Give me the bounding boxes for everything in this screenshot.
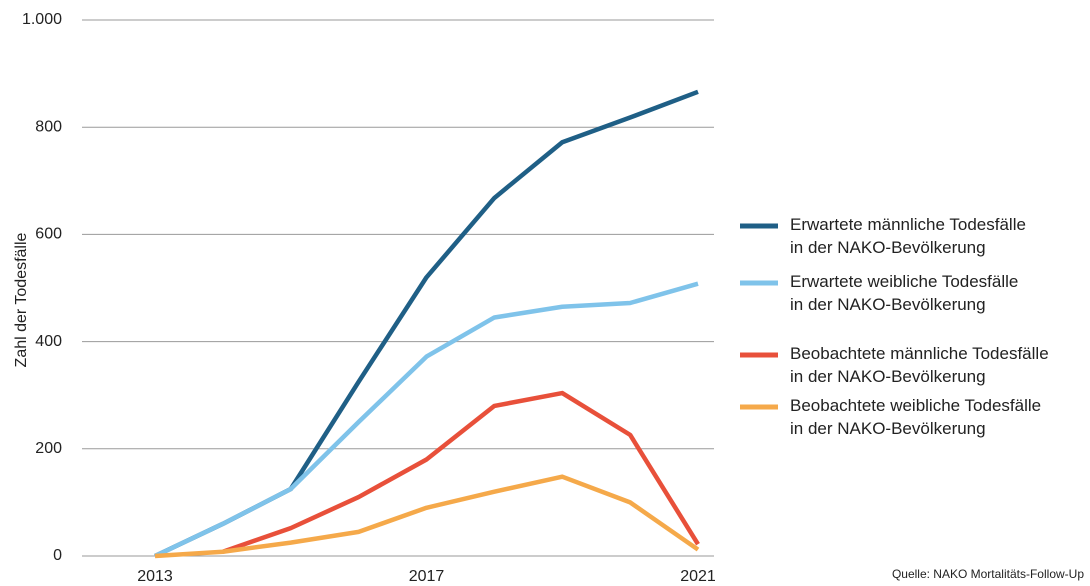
legend-line: in der NAKO-Bevölkerung [790,238,986,257]
y-tick-label: 600 [35,226,62,243]
legend-label: Beobachtete männliche Todesfälle in der N… [790,344,1049,386]
line [154,89,699,559]
legend-line: Erwartete männliche Todesfälle [790,215,1026,234]
line [154,281,699,559]
y-tick-label: 400 [35,333,62,350]
y-tick-label: 0 [53,547,62,564]
y-tick-label: 1.000 [22,11,62,28]
line [222,390,700,554]
legend-line: in der NAKO-Bevölkerung [790,419,986,438]
y-tick-label: 200 [35,440,62,457]
line [154,474,700,559]
x-tick-label: 2013 [137,568,173,585]
legend-line: Beobachtete weibliche Todesfälle [790,396,1041,415]
y-axis-label: Zahl der Todesfälle [13,232,30,367]
legend-line: in der NAKO-Bevölkerung [790,367,986,386]
x-tick-label: 2017 [409,568,445,585]
x-tick-label: 2021 [680,568,716,585]
legend-line: Erwartete weibliche Todesfälle [790,272,1018,291]
legend-line: Beobachtete männliche Todesfälle [790,344,1049,363]
y-tick-label: 800 [35,118,62,135]
legend-line: in der NAKO-Bevölkerung [790,295,986,314]
legend-label: Erwartete weibliche Todesfälle in der NAK… [790,272,1018,314]
legend-label: Erwartete männliche Todesfälle in der NAK… [790,215,1026,257]
source: Quelle: NAKO Mortalitäts-Follow-Up [892,567,1084,581]
legend-label: Beobachtete weibliche Todesfälle in der N… [790,396,1041,438]
